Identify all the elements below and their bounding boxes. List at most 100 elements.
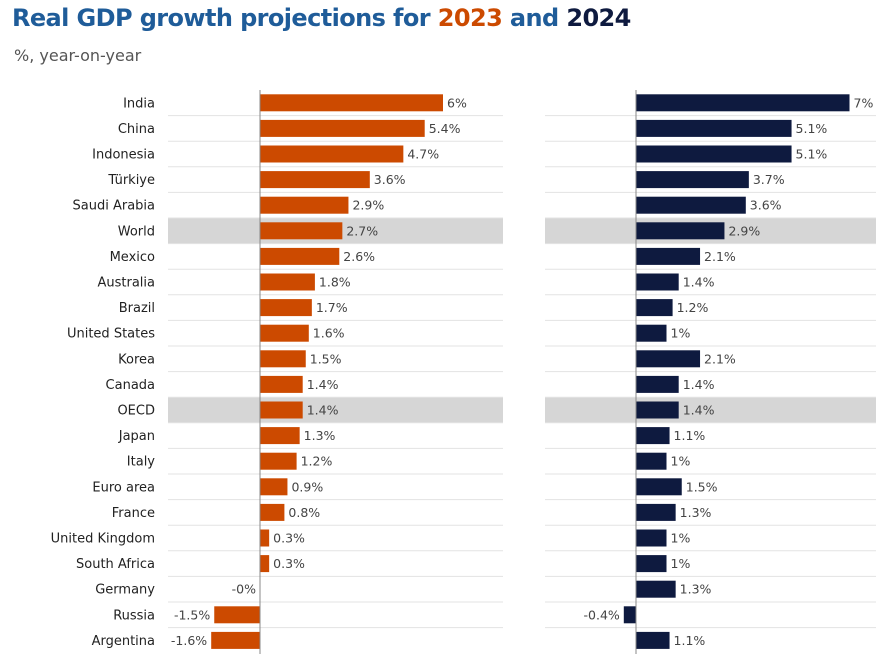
data-label-2024-russia: -0.4% xyxy=(584,607,620,622)
data-label-2023-australia: 1.8% xyxy=(319,275,351,290)
category-label-australia: Australia xyxy=(97,276,155,291)
data-label-2024-mexico: 2.1% xyxy=(704,249,736,264)
bar-2023-canada xyxy=(260,375,303,393)
bar-2024-oecd xyxy=(636,401,679,419)
data-label-2024-australia: 1.4% xyxy=(683,275,715,290)
data-label-2023-korea: 1.5% xyxy=(310,351,342,366)
data-label-2023-russia: -1.5% xyxy=(174,607,210,622)
bar-2023-australia xyxy=(260,273,315,291)
bar-2024-france xyxy=(636,503,676,521)
bar-2024-germany xyxy=(636,580,676,598)
category-label-argentina: Argentina xyxy=(92,634,155,649)
bar-2024-saudi-arabia xyxy=(636,196,746,214)
category-label-france: France xyxy=(112,506,155,521)
data-label-2023-japan: 1.3% xyxy=(304,428,336,443)
chart-title: Real GDP growth projections for 2023 and… xyxy=(12,4,631,32)
category-label-united-kingdom: United Kingdom xyxy=(51,532,155,547)
data-label-2023-argentina: -1.6% xyxy=(171,633,207,648)
chart-title-year-2023: 2023 xyxy=(437,4,503,32)
bar-2023-india xyxy=(260,94,443,112)
bar-2023-world xyxy=(260,222,343,240)
category-label-japan: Japan xyxy=(118,429,155,444)
bar-2024-mexico xyxy=(636,247,701,265)
category-label-south-africa: South Africa xyxy=(76,557,155,572)
bar-2024-italy xyxy=(636,452,667,470)
data-label-2024-indonesia: 5.1% xyxy=(796,147,828,162)
category-label-brazil: Brazil xyxy=(119,301,155,316)
data-label-2023-brazil: 1.7% xyxy=(316,300,348,315)
bar-2024-turkiye xyxy=(636,171,749,189)
data-label-2024-india: 7% xyxy=(854,95,874,110)
category-label-world: World xyxy=(118,224,155,239)
chart-title-main: Real GDP growth projections for xyxy=(12,4,438,32)
data-label-2024-china: 5.1% xyxy=(796,121,828,136)
bar-2023-south-africa xyxy=(260,555,270,573)
chart-title-year-2024: 2024 xyxy=(566,4,631,32)
category-label-canada: Canada xyxy=(106,378,155,393)
data-label-2023-turkiye: 3.6% xyxy=(374,172,406,187)
bar-2023-turkiye xyxy=(260,171,370,189)
bar-2023-brazil xyxy=(260,299,312,317)
bar-2024-canada xyxy=(636,375,679,393)
category-label-indonesia: Indonesia xyxy=(92,148,155,163)
data-label-2024-korea: 2.1% xyxy=(704,351,736,366)
bar-2024-japan xyxy=(636,427,670,445)
bar-2023-russia xyxy=(214,606,260,624)
data-label-2023-germany: -0% xyxy=(232,582,256,597)
bar-2024-china xyxy=(636,119,792,137)
data-label-2024-world: 2.9% xyxy=(728,223,760,238)
bar-2023-united-states xyxy=(260,324,309,342)
bar-2024-korea xyxy=(636,350,701,368)
bar-2023-saudi-arabia xyxy=(260,196,349,214)
bar-2023-france xyxy=(260,503,285,521)
bar-2024-united-states xyxy=(636,324,667,342)
data-label-2024-italy: 1% xyxy=(671,454,691,469)
bar-2023-united-kingdom xyxy=(260,529,270,547)
data-label-2023-france: 0.8% xyxy=(288,505,320,520)
bar-2024-australia xyxy=(636,273,679,291)
bar-2023-euro-area xyxy=(260,478,288,496)
bar-2023-italy xyxy=(260,452,297,470)
category-label-oecd: OECD xyxy=(117,404,155,419)
data-label-2023-united-states: 1.6% xyxy=(313,326,345,341)
data-label-2024-south-africa: 1% xyxy=(671,556,691,571)
bar-2024-indonesia xyxy=(636,145,792,163)
data-label-2024-united-states: 1% xyxy=(671,326,691,341)
data-label-2024-germany: 1.3% xyxy=(680,582,712,597)
data-label-2023-china: 5.4% xyxy=(429,121,461,136)
category-label-saudi-arabia: Saudi Arabia xyxy=(73,199,156,214)
chart-title-connector: and xyxy=(502,4,567,32)
data-label-2023-italy: 1.2% xyxy=(301,454,333,469)
data-label-2023-mexico: 2.6% xyxy=(343,249,375,264)
bar-2023-oecd xyxy=(260,401,303,419)
data-label-2024-argentina: 1.1% xyxy=(674,633,706,648)
data-label-2024-euro-area: 1.5% xyxy=(686,479,718,494)
data-label-2024-oecd: 1.4% xyxy=(683,403,715,418)
data-label-2023-world: 2.7% xyxy=(346,223,378,238)
bar-2024-united-kingdom xyxy=(636,529,667,547)
data-label-2023-canada: 1.4% xyxy=(307,377,339,392)
data-label-2023-india: 6% xyxy=(447,95,467,110)
category-label-mexico: Mexico xyxy=(110,250,155,265)
data-label-2024-france: 1.3% xyxy=(680,505,712,520)
data-label-2024-saudi-arabia: 3.6% xyxy=(750,198,782,213)
bar-2023-korea xyxy=(260,350,306,368)
category-label-united-states: United States xyxy=(67,327,155,342)
data-label-2023-oecd: 1.4% xyxy=(307,403,339,418)
bar-2023-china xyxy=(260,119,425,137)
data-label-2023-united-kingdom: 0.3% xyxy=(273,531,305,546)
highlight-band-oecd-2024 xyxy=(545,397,876,423)
bar-2024-world xyxy=(636,222,725,240)
chart-subtitle: %, year-on-year xyxy=(14,46,142,65)
bar-2023-indonesia xyxy=(260,145,404,163)
bar-2024-argentina xyxy=(636,631,670,649)
bar-2024-euro-area xyxy=(636,478,682,496)
data-label-2024-canada: 1.4% xyxy=(683,377,715,392)
data-label-2023-indonesia: 4.7% xyxy=(407,147,439,162)
bar-2023-argentina xyxy=(211,631,260,649)
bar-2024-russia xyxy=(623,606,636,624)
data-label-2024-turkiye: 3.7% xyxy=(753,172,785,187)
category-label-turkiye: Türkiye xyxy=(107,173,155,188)
category-label-india: India xyxy=(123,96,155,111)
